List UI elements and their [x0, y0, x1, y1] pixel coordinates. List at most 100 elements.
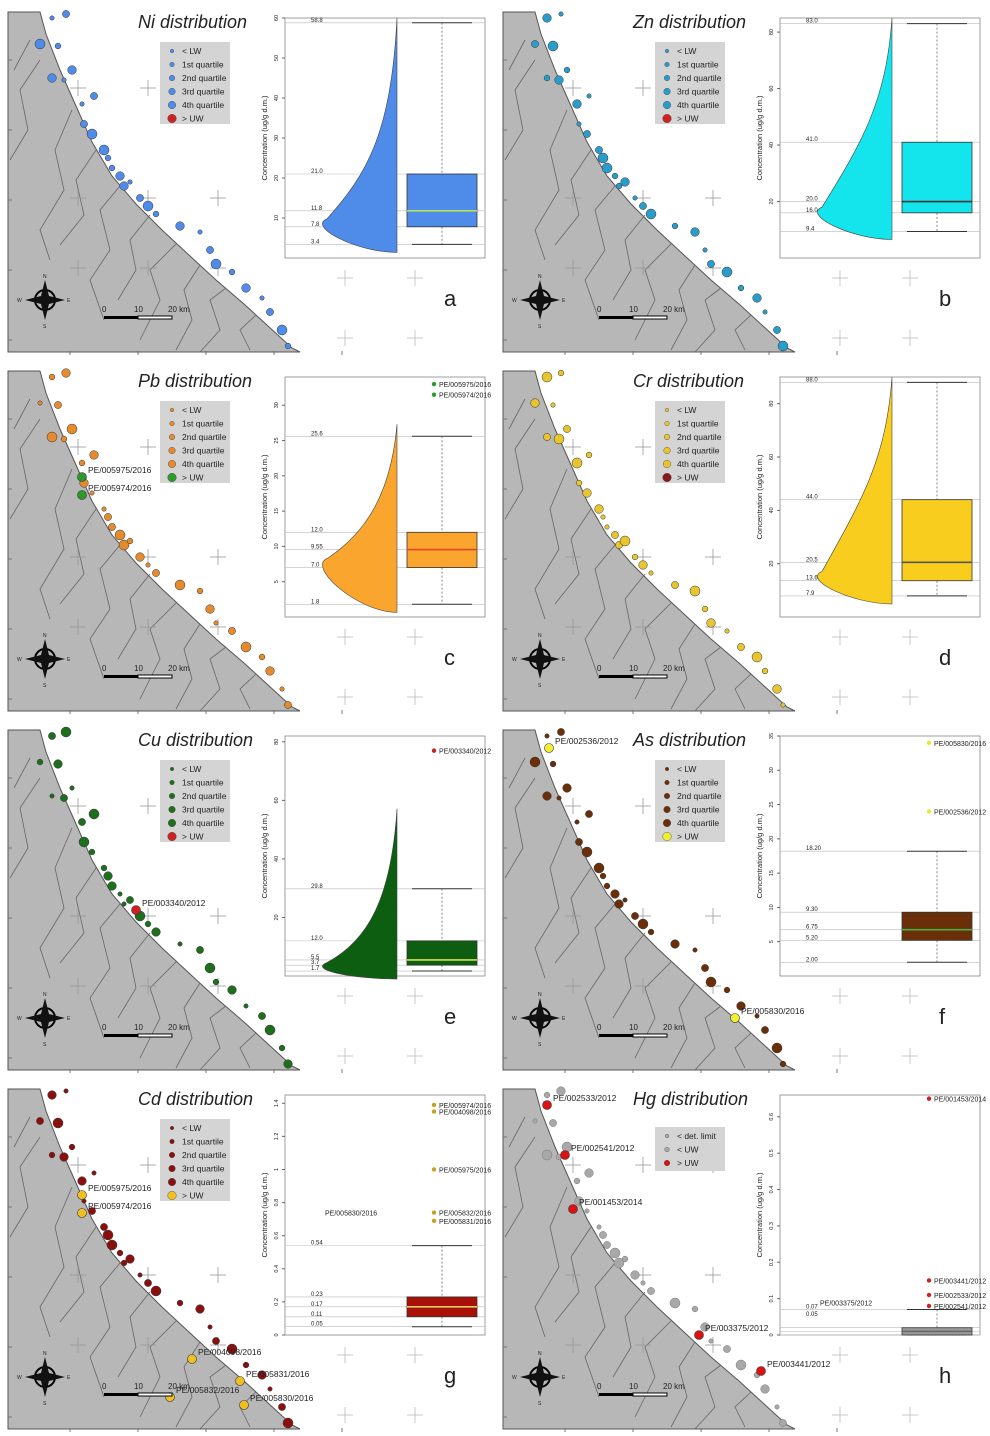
scale-segment: [104, 1393, 138, 1396]
sample-point: [177, 941, 183, 947]
stat-value-label: 0.05: [311, 1322, 323, 1328]
land-area: [502, 11, 796, 353]
sample-point: [556, 1086, 566, 1096]
sample-point: [120, 1259, 128, 1267]
legend-label: 2nd quartile: [182, 1150, 227, 1160]
legend-label: 2nd quartile: [182, 432, 227, 442]
compass-star: [520, 639, 560, 679]
legend-label: > UW: [182, 832, 204, 842]
sample-point: [691, 1305, 699, 1313]
sample-point: [89, 450, 99, 460]
scale-label: 10: [134, 1023, 143, 1032]
highlighted-sample: [239, 1400, 249, 1410]
sample-point: [267, 1386, 273, 1392]
sample-point: [47, 1090, 57, 1100]
sample-point: [114, 529, 126, 541]
sample-point: [91, 1170, 97, 1176]
sample-point: [240, 641, 252, 653]
sample-point: [632, 195, 638, 201]
outlier-label: PE/005830/2016: [934, 741, 986, 748]
map-sample-label: PE/005974/2016: [88, 1201, 152, 1211]
municipal-border: [634, 602, 672, 700]
sample-point: [622, 897, 628, 903]
box-iqr: [406, 173, 478, 228]
boxplot-chart: 0 0.1 0.2 0.3 0.4 0.5 0.6 Concentration (ug/g d…: [755, 1094, 986, 1423]
municipal-border: [9, 59, 41, 161]
legend-marker: [663, 446, 671, 454]
sample-point: [543, 1091, 551, 1099]
sample-point: [60, 435, 68, 443]
panel-letter: e: [444, 1004, 456, 1029]
legend-label: 4th quartile: [182, 459, 224, 469]
sample-point: [279, 686, 285, 692]
map-legend: < det. limit < UW > UW: [655, 1127, 725, 1171]
map-legend: < LW 1st quartile 2nd quartile 3rd quartile…: [160, 42, 230, 124]
sample-point: [529, 756, 541, 768]
stat-value-label: 83.0: [806, 19, 818, 25]
y-tick-label: 0.5: [769, 1149, 775, 1157]
municipal-border: [13, 39, 31, 71]
sample-point: [266, 308, 274, 316]
stat-value-label: 7.0: [311, 563, 320, 569]
municipal-border: [534, 468, 568, 620]
scale-label: 0: [102, 1023, 107, 1032]
sample-point: [78, 836, 90, 848]
sample-point: [77, 1176, 87, 1186]
municipal-border: [139, 243, 177, 341]
panel-letter: f: [939, 1004, 946, 1029]
legend-marker: [168, 446, 176, 454]
sample-point: [60, 794, 68, 802]
municipal-border: [508, 398, 526, 430]
sample-point: [735, 1359, 747, 1371]
y-tick-label: 10: [769, 904, 775, 910]
outlier-point: [431, 1218, 437, 1223]
sample-point: [212, 978, 220, 986]
sample-point: [639, 202, 647, 210]
sample-point: [752, 293, 762, 303]
scale-segment: [104, 1034, 138, 1037]
outlier-label: PE/005832/2016: [439, 1211, 491, 1218]
sample-point: [226, 1343, 238, 1355]
municipal-border: [694, 287, 722, 353]
density-violin: [817, 17, 893, 240]
legend-marker: [167, 459, 176, 468]
density-violin: [322, 17, 398, 253]
panel-letter: c: [444, 645, 455, 670]
y-tick-label: 50: [274, 55, 280, 61]
compass-icon: N S W E: [512, 274, 566, 330]
stat-value-label: 20.5: [806, 557, 818, 563]
legend-marker: [663, 87, 671, 95]
sample-point: [204, 962, 216, 974]
sample-point: [126, 896, 134, 904]
outlier-label: PE/003340/2012: [439, 749, 491, 756]
sample-point: [530, 398, 540, 408]
sample-point: [34, 38, 46, 50]
compass-icon: N S W E: [17, 992, 71, 1048]
scale-segment: [137, 674, 173, 679]
sample-point: [196, 587, 204, 595]
stat-value-label: 6.75: [806, 925, 818, 931]
sample-point: [212, 1337, 220, 1345]
legend-label: < UW: [677, 1145, 699, 1155]
highlighted-sample: [568, 1204, 578, 1214]
outlier-point: [926, 1303, 932, 1309]
sample-point: [754, 1013, 760, 1019]
stat-value-label: 21.0: [311, 169, 323, 175]
scale-label: 20 km: [168, 305, 190, 314]
outlier-label: PE/005831/2016: [439, 1219, 491, 1226]
y-axis-label: Concentration (ug/g d.m.): [260, 95, 269, 181]
map-legend: < LW 1st quartile 2nd quartile 3rd quartile…: [160, 401, 230, 483]
stat-value-label: 0.07: [806, 1305, 818, 1311]
sample-point: [604, 524, 610, 530]
compass-south: S: [538, 683, 542, 689]
sample-point: [213, 620, 219, 626]
sample-point: [69, 785, 75, 791]
boxplot-chart: 20 40 60 80 Concentration (ug/g d.m.) 29.8 12.…: [260, 735, 491, 1064]
y-tick-label: 20: [274, 914, 280, 920]
legend-label: 3rd quartile: [182, 446, 225, 456]
scale-segment: [632, 315, 668, 320]
y-tick-label: 20: [274, 473, 280, 479]
sample-point: [207, 1324, 213, 1330]
compass-icon: N S W E: [17, 274, 71, 330]
